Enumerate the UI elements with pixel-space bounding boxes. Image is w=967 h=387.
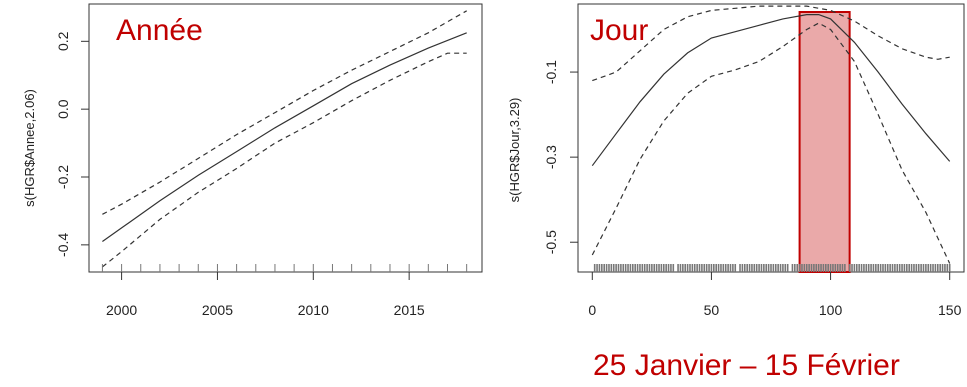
series-group-jour [591, 5, 951, 264]
x-tick-label: 100 [819, 302, 843, 318]
y-tick-label: 0.2 [55, 31, 71, 51]
plot-frame-annee [88, 3, 483, 273]
date-range-caption: 25 Janvier – 15 Février [593, 349, 900, 382]
confidence-band-line [591, 22, 951, 264]
x-tick-label: 2000 [106, 302, 137, 318]
smooth-fit-line [102, 32, 467, 242]
chart-panel-jour: Jour s(HGR$Jour,3.29) 0 50 100 150 -0.1 -0.3… [507, 3, 965, 318]
panel-title-jour: Jour [590, 14, 648, 47]
y-tick-label: -0.5 [543, 230, 559, 254]
y-tick-label: -0.3 [543, 145, 559, 169]
y-tick-label: 0.0 [55, 99, 71, 119]
x-ticks-annee: 2000 2005 2010 2015 [106, 272, 425, 318]
x-tick-label: 150 [938, 302, 962, 318]
x-tick-label: 2010 [298, 302, 329, 318]
panel-title-annee: Année [116, 14, 203, 47]
series-group-annee [102, 10, 467, 268]
rug-group-annee [101, 264, 468, 272]
y-tick-label: -0.2 [55, 165, 71, 189]
highlight-band [798, 11, 851, 273]
y-ticks-annee: -0.4 -0.2 0.0 0.2 [55, 31, 89, 257]
y-tick-label: -0.1 [543, 60, 559, 84]
highlight-rect [798, 11, 851, 273]
x-tick-label: 2015 [394, 302, 425, 318]
smooth-fit-line [591, 14, 951, 167]
x-ticks-jour: 0 50 100 150 [588, 272, 962, 318]
x-tick-label: 0 [588, 302, 596, 318]
y-axis-label-jour: s(HGR$Jour,3.29) [507, 98, 522, 203]
x-tick-label: 50 [704, 302, 720, 318]
y-tick-label: -0.4 [55, 233, 71, 257]
x-tick-label: 2005 [202, 302, 233, 318]
confidence-band-line [102, 10, 467, 215]
chart-panel-annee: Année s(HGR$Annee,2.06) 2000 2005 2010 2015… [22, 3, 483, 318]
rug-group-jour [593, 264, 951, 272]
y-axis-label-annee: s(HGR$Annee,2.06) [22, 89, 37, 207]
confidence-band-line [102, 52, 467, 268]
y-ticks-jour: -0.1 -0.3 -0.5 [543, 60, 578, 254]
